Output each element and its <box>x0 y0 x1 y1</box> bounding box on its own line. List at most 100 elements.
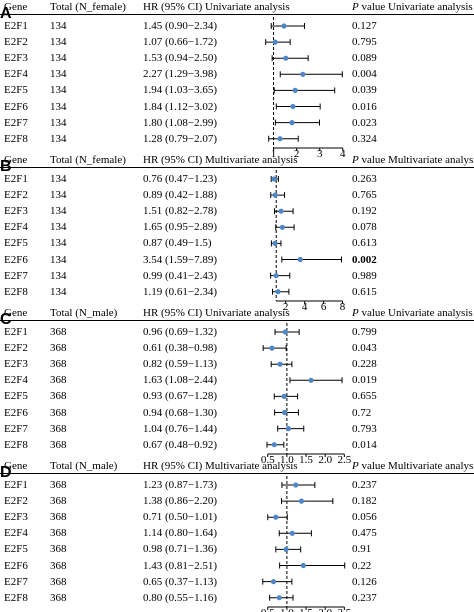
p-value-cell: 0.078 <box>352 221 377 234</box>
header-p-value: P value Univariate analysis <box>352 1 473 13</box>
p-value-cell: 0.324 <box>352 132 377 145</box>
x-tick-label: 1.0 <box>280 454 294 466</box>
hr-ci-cell: 1.65 (0.95−2.89) <box>143 221 218 234</box>
gene-cell: E2F1 <box>4 173 28 185</box>
hr-ci-cell: 0.89 (0.42−1.88) <box>143 189 218 202</box>
x-tick-label: 2.0 <box>318 607 332 612</box>
table-row: E2F1 368 0.96 (0.69−1.32) 0.799 <box>0 325 474 339</box>
hr-ci-cell: 1.43 (0.81−2.51) <box>143 559 218 572</box>
panel-letter: A <box>0 6 12 22</box>
p-value-cell: 0.793 <box>352 422 377 435</box>
gene-cell: E2F2 <box>4 189 28 202</box>
gene-cell: E2F8 <box>4 132 28 145</box>
hr-point <box>273 273 279 279</box>
table-row: E2F2 368 1.38 (0.86−2.20) 0.182 <box>0 494 474 508</box>
gene-cell: E2F1 <box>4 20 28 32</box>
x-tick-label: 6 <box>321 301 327 313</box>
hr-ci-cell: 1.84 (1.12−3.02) <box>143 100 218 113</box>
table-row: E2F5 368 0.98 (0.71−1.36) 0.91 <box>0 542 474 556</box>
total-cell: 368 <box>50 575 67 588</box>
hr-point <box>278 208 284 214</box>
header-row: Gene Total (N_female) HR (95% CI) Multiv… <box>0 153 474 167</box>
forest-plot: 2 4 6 8 <box>270 170 346 313</box>
hr-point <box>308 377 314 383</box>
p-value-cell: 0.237 <box>352 479 377 491</box>
table-row: E2F6 368 0.94 (0.68−1.30) 0.72 <box>0 406 474 420</box>
total-cell: 368 <box>50 390 67 403</box>
x-tick-label: 2.5 <box>337 607 351 612</box>
hr-point <box>283 546 289 552</box>
total-cell: 368 <box>50 358 67 371</box>
gene-cell: E2F5 <box>4 237 28 250</box>
x-tick-label: 4 <box>302 301 308 313</box>
total-cell: 368 <box>50 591 67 604</box>
table-row: E2F6 368 1.43 (0.81−2.51) 0.22 <box>0 559 474 573</box>
p-value-cell: 0.016 <box>352 100 377 113</box>
header-rule <box>0 320 474 321</box>
gene-cell: E2F1 <box>4 326 28 338</box>
header-row: Gene Total (N_female) HR (95% CI) Univar… <box>0 0 474 14</box>
total-cell: 368 <box>50 326 67 338</box>
total-cell: 134 <box>50 20 67 32</box>
header-gene: Gene <box>4 307 28 319</box>
p-value-cell: 0.127 <box>352 20 377 32</box>
gene-cell: E2F8 <box>4 591 28 604</box>
total-cell: 134 <box>50 52 67 65</box>
table-row: E2F3 134 1.53 (0.94−2.50) 0.089 <box>0 51 474 65</box>
total-cell: 134 <box>50 269 67 282</box>
hr-point <box>277 136 283 142</box>
hr-point <box>298 498 305 504</box>
p-value-cell: 0.002 <box>352 253 377 266</box>
p-value-cell: 0.043 <box>352 342 377 355</box>
gene-cell: E2F6 <box>4 100 28 113</box>
total-cell: 134 <box>50 132 67 145</box>
gene-cell: E2F1 <box>4 479 28 491</box>
table-row: E2F4 368 1.14 (0.80−1.64) 0.475 <box>0 526 474 540</box>
hr-ci-cell: 0.61 (0.38−0.98) <box>143 342 218 355</box>
forest-panel-b: B Gene Total (N_female) HR (95% CI) Mult… <box>0 153 474 313</box>
p-value-cell: 0.655 <box>352 390 377 403</box>
x-tick-label: 0.5 <box>261 607 275 612</box>
p-value-cell: 0.615 <box>352 285 377 298</box>
panel-letter: C <box>0 312 12 328</box>
hr-point <box>270 579 277 585</box>
hr-point <box>269 345 275 351</box>
hr-ci-cell: 1.80 (1.08−2.99) <box>143 116 218 129</box>
table-row: E2F2 134 1.07 (0.66−1.72) 0.795 <box>0 35 474 49</box>
total-cell: 134 <box>50 221 67 234</box>
header-row: Gene Total (N_male) HR (95% CI) Univaria… <box>0 306 474 320</box>
total-cell: 368 <box>50 342 67 355</box>
hr-point <box>272 39 278 45</box>
hr-ci-cell: 1.51 (0.82−2.78) <box>143 205 218 218</box>
table-row: E2F3 134 1.51 (0.82−2.78) 0.192 <box>0 204 474 218</box>
x-tick-label: 2 <box>294 148 300 160</box>
p-value-cell: 0.263 <box>352 173 377 185</box>
header-rule <box>0 473 474 474</box>
hr-point <box>277 361 283 367</box>
gene-cell: E2F5 <box>4 390 28 403</box>
gene-cell: E2F7 <box>4 422 28 435</box>
hr-ci-cell: 1.38 (0.86−2.20) <box>143 495 218 508</box>
p-value-cell: 0.72 <box>352 406 372 419</box>
x-tick-label: 8 <box>340 301 346 313</box>
table-row: E2F2 368 0.61 (0.38−0.98) 0.043 <box>0 341 474 355</box>
hr-point <box>272 240 278 246</box>
hr-point <box>271 442 277 448</box>
gene-cell: E2F7 <box>4 269 28 282</box>
hr-ci-cell: 0.80 (0.55−1.16) <box>143 591 218 604</box>
hr-ci-cell: 0.82 (0.59−1.13) <box>143 358 218 371</box>
hr-point <box>272 192 278 198</box>
gene-cell: E2F3 <box>4 52 28 65</box>
p-value-cell: 0.089 <box>352 52 377 65</box>
gene-cell: E2F8 <box>4 285 28 298</box>
p-value-cell: 0.004 <box>352 68 377 81</box>
hr-ci-cell: 1.53 (0.94−2.50) <box>143 52 218 65</box>
forest-plot: 0.5 1.0 1.5 2.0 2.5 <box>261 476 352 612</box>
hr-point <box>281 409 288 416</box>
hr-ci-cell: 1.14 (0.80−1.64) <box>143 527 218 540</box>
total-cell: 368 <box>50 422 67 435</box>
table-row: E2F7 368 0.65 (0.37−1.13) 0.126 <box>0 575 474 589</box>
gene-cell: E2F2 <box>4 342 28 355</box>
total-cell: 134 <box>50 285 67 298</box>
hr-point <box>279 224 285 230</box>
